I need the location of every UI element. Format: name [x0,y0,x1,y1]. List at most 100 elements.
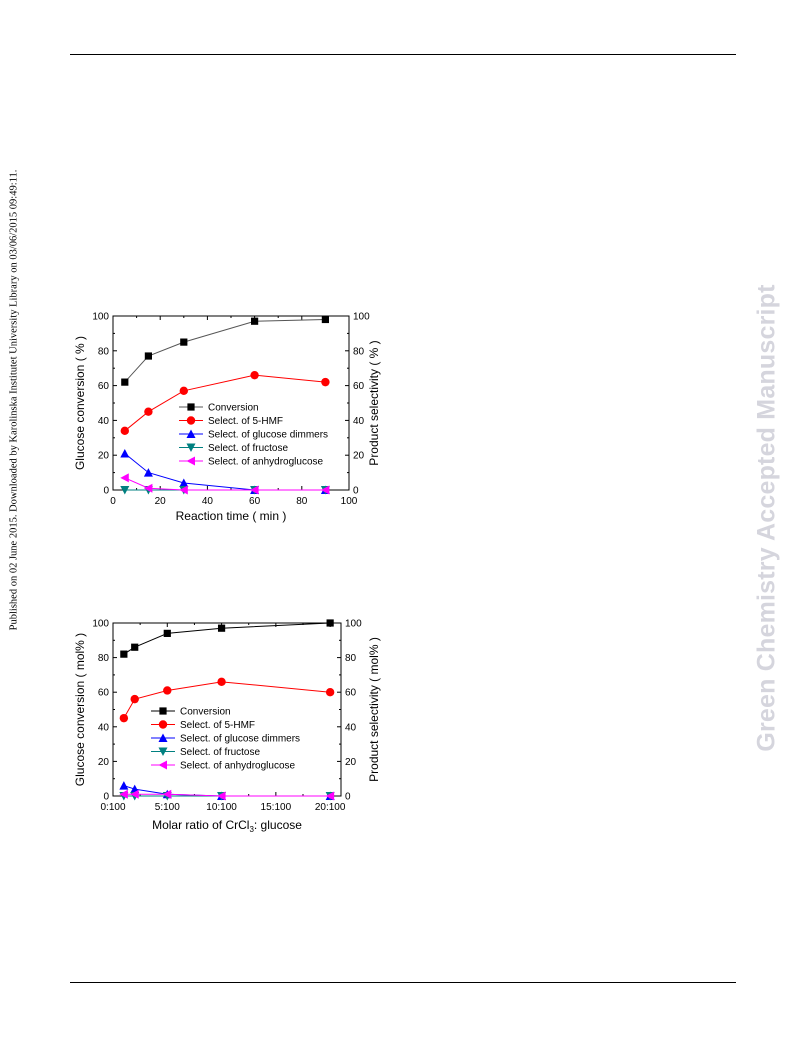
y-tick-label-right: 60 [345,688,357,699]
data-point [143,468,153,477]
data-point [179,485,188,495]
data-point [120,473,129,483]
legend-label: Select. of glucose dimmers [208,430,328,441]
y-tick-label-right: 80 [353,346,365,357]
data-point [217,791,226,801]
y-tick-label-left: 100 [92,312,109,323]
y-tick-label-right: 40 [353,416,365,427]
data-point [120,448,130,458]
data-point [131,643,139,651]
legend-label: Select. of glucose dimmers [180,734,300,745]
y-tick-label-left: 60 [98,688,110,699]
y-tick-label-left: 0 [103,792,109,803]
legend-label: Select. of 5-HMF [180,720,255,731]
data-point [326,619,334,627]
series-1 [119,677,335,723]
series-line [123,622,331,655]
data-point [180,338,188,346]
data-point [179,478,189,488]
legend-label: Conversion [208,403,259,414]
data-point [179,386,188,396]
data-point [144,407,153,416]
y-tick-label-left: 40 [98,722,110,733]
data-point [130,789,139,799]
data-point [162,789,172,799]
data-point [217,624,226,632]
data-point [321,315,329,324]
y-tick-label-left: 100 [92,619,109,630]
y-tick-label-right: 20 [353,451,365,462]
legend: Conversion Select. of 5-HMF Select. of glu… [179,403,328,468]
data-point [120,486,130,495]
x-tick-label: 5:100 [155,802,180,813]
data-point [325,791,335,801]
y-tick-label-left: 0 [103,486,109,497]
data-point [325,688,335,697]
x-axis-label: Molar ratio of CrCl3: glucose [152,818,302,834]
legend-marker [158,760,167,770]
data-point [120,426,129,436]
data-point [320,485,330,495]
legend-label: Select. of anhydroglucose [208,457,324,468]
data-point [144,352,152,360]
y-tick-label-left: 80 [98,346,110,357]
legend-marker [186,456,195,466]
x-tick-label: 10:100 [206,802,237,813]
x-tick-label: 0:100 [100,802,125,813]
y-tick-label-right: 100 [353,312,370,323]
legend-label: Conversion [180,707,231,718]
legend-marker [186,416,196,425]
x-tick-label: 0 [110,496,116,507]
series-1 [120,370,330,436]
legend-marker [158,733,168,742]
series-4 [120,473,330,495]
y-tick-label-left: 20 [98,757,110,768]
data-point [250,370,259,380]
data-point [217,677,226,687]
y-tick-label-left: 20 [98,451,110,462]
legend: Conversion Select. of 5-HMF Select. of glu… [151,707,300,772]
y-tick-label-right: 20 [345,757,357,768]
data-point [121,378,129,386]
y-tick-label-right: 40 [345,722,357,733]
y-axis-label-right: Product selectivity ( % ) [367,340,381,465]
y-tick-label-right: 80 [345,653,357,664]
series-4 [119,789,335,801]
series-0 [121,315,329,386]
y-tick-label-left: 80 [98,653,110,664]
legend-marker [187,403,195,411]
data-point [321,377,330,387]
data-point [130,694,139,704]
y-axis-label-left: Glucose conversion ( % ) [73,336,87,470]
y-tick-label-right: 0 [345,792,351,803]
x-tick-label: 60 [249,496,261,507]
legend-marker [186,429,196,438]
data-point [163,629,171,637]
series-2 [119,781,335,800]
y-tick-label-right: 0 [353,486,359,497]
x-axis-label: Reaction time ( min ) [176,509,287,523]
x-tick-label: 100 [341,496,358,507]
legend-marker [158,747,168,756]
legend-marker [159,707,167,715]
x-tick-label: 80 [296,496,308,507]
top-rule [70,54,736,55]
y-tick-label-left: 60 [98,381,110,392]
data-point [119,713,129,723]
legend-marker [186,443,196,452]
y-tick-label-left: 40 [98,416,110,427]
data-point [250,485,259,495]
data-point [251,317,259,325]
data-point [119,781,129,790]
y-tick-label-right: 60 [353,381,365,392]
data-point [119,789,128,799]
x-tick-label: 20:100 [315,802,346,813]
legend-label: Select. of fructose [208,443,288,454]
x-tick-label: 15:100 [261,802,292,813]
legend-marker [158,720,168,729]
y-axis-label-left: Glucose conversion ( mol% ) [73,633,87,786]
legend-label: Select. of anhydroglucose [180,761,296,772]
legend-label: Select. of fructose [180,747,260,758]
